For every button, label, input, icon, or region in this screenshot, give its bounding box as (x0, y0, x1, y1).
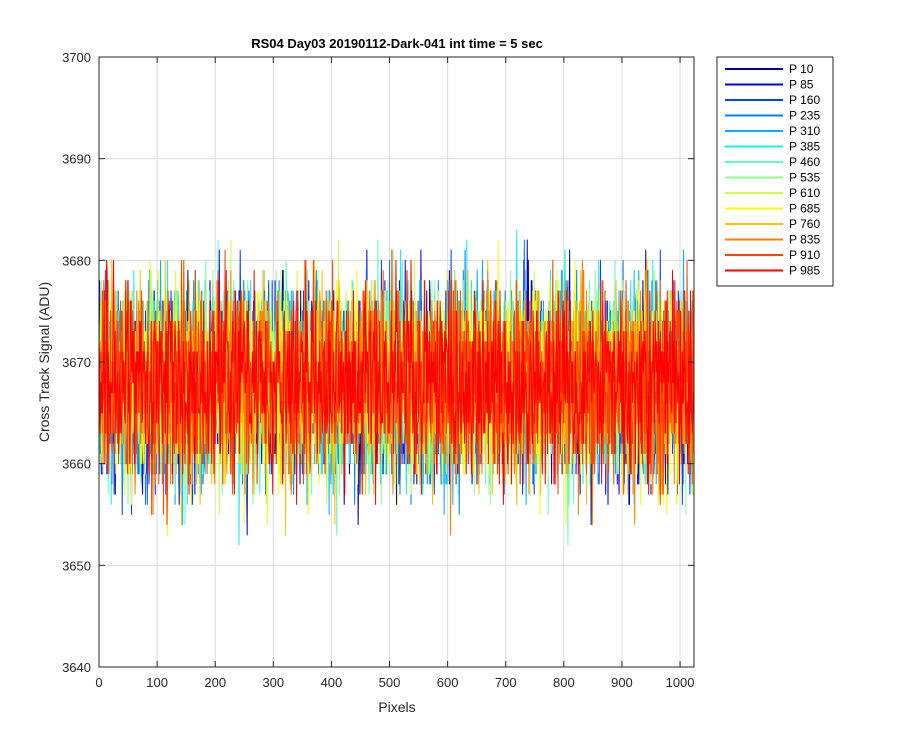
x-tick-label: 0 (95, 675, 102, 690)
y-tick-label: 3650 (62, 558, 91, 573)
x-axis-label: Pixels (378, 699, 415, 715)
x-tick-label: 900 (611, 675, 633, 690)
x-tick-label: 1000 (666, 675, 695, 690)
x-tick-label: 200 (204, 675, 226, 690)
y-tick-label: 3680 (62, 253, 91, 268)
y-axis-label: Cross Track Signal (ADU) (36, 282, 52, 442)
legend-entry-label: P 385 (789, 140, 820, 154)
legend-entry-label: P 460 (789, 155, 820, 169)
x-tick-label: 700 (495, 675, 517, 690)
y-tick-label: 3640 (62, 660, 91, 675)
legend-entry-label: P 610 (789, 186, 820, 200)
legend-entry-label: P 160 (789, 93, 820, 107)
legend-entry-label: P 535 (789, 171, 820, 185)
x-tick-label: 800 (553, 675, 575, 690)
series-layer (98, 229, 694, 546)
x-tick-label: 300 (262, 675, 284, 690)
x-tick-label: 400 (321, 675, 343, 690)
y-tick-label: 3660 (62, 457, 91, 472)
chart-title: RS04 Day03 20190112-Dark-041 int time = … (251, 36, 543, 51)
series-line-p910 (98, 249, 694, 526)
legend-entry-label: P 10 (789, 62, 814, 76)
legend-entry-label: P 910 (789, 248, 820, 262)
legend-entry-label: P 985 (789, 264, 820, 278)
legend-entry-label: P 835 (789, 233, 820, 247)
legend-entry-label: P 85 (789, 78, 814, 92)
x-tick-label: 100 (146, 675, 168, 690)
axis-ticks: 0 100 200 300 400 500 600 700 800 900 1000 3640 3650… (62, 50, 694, 690)
y-tick-label: 3670 (62, 355, 91, 370)
y-tick-label: 3690 (62, 152, 91, 167)
y-tick-label: 3700 (62, 50, 91, 65)
legend-box (716, 56, 834, 287)
legend-entry-label: P 310 (789, 124, 820, 138)
series-line-p985 (98, 259, 694, 515)
legend-entry-label: P 760 (789, 217, 820, 231)
legend-entry-label: P 235 (789, 109, 820, 123)
x-tick-label: 500 (379, 675, 401, 690)
legend-entry-label: P 685 (789, 202, 820, 216)
x-tick-label: 600 (437, 675, 459, 690)
